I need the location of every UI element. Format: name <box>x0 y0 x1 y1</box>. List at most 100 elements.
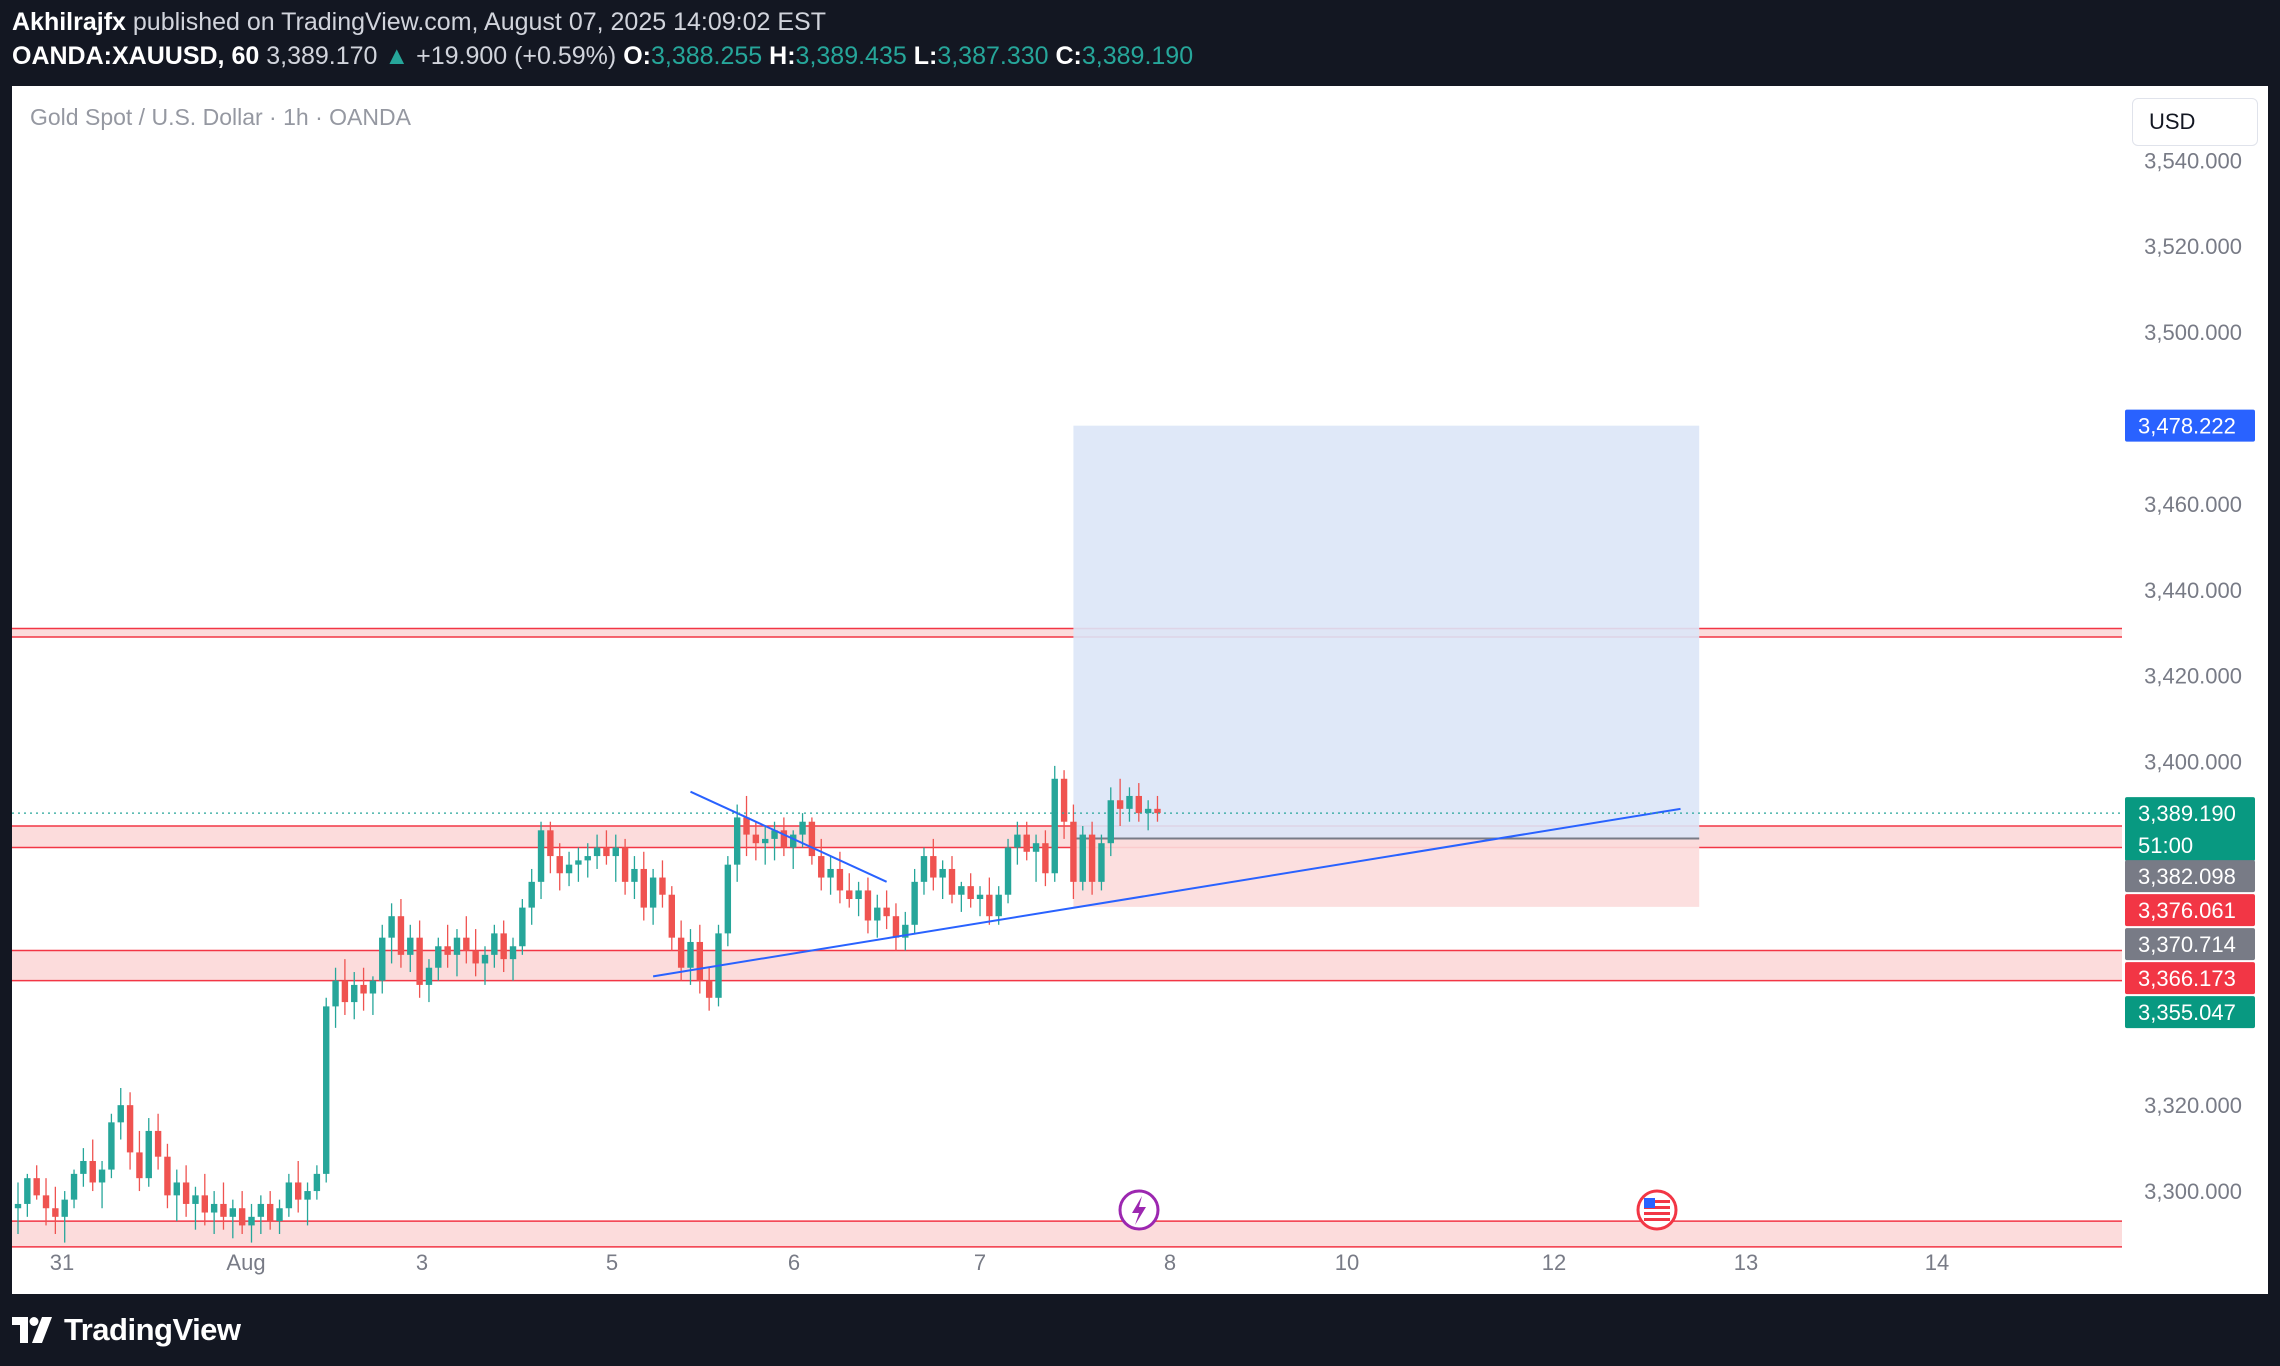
y-tick-label-2: 3,400.000 <box>2144 750 2242 775</box>
countdown-tag: 51:00 <box>2138 833 2193 858</box>
low-value: 3,387.330 <box>937 42 1049 70</box>
zone-0 <box>12 628 2122 638</box>
candle-body-46 <box>444 946 451 955</box>
candle-body-85 <box>808 821 816 857</box>
candle-body-112 <box>1060 778 1068 822</box>
candle-body-72 <box>687 941 694 968</box>
last-price-tag-bg <box>2125 797 2255 862</box>
candle-body-108 <box>1023 834 1030 852</box>
candle-body-83 <box>790 834 797 848</box>
footer-branding: TradingView <box>12 1310 241 1350</box>
candle-body-59 <box>565 864 573 874</box>
candle-body-50 <box>481 954 489 964</box>
candle-body-67 <box>640 868 647 908</box>
candle-body-19 <box>192 1195 199 1204</box>
level-b-tag-bg <box>2125 928 2255 961</box>
candle-body-56 <box>537 830 545 882</box>
position-target-area <box>1073 425 1700 839</box>
x-tick-label-6: 8 <box>1164 1250 1176 1275</box>
candle-body-54 <box>519 907 526 947</box>
candle-body-63 <box>603 847 610 857</box>
candle-body-70 <box>668 894 675 938</box>
symbol-info: OANDA:XAUUSD, 60 3,389.170 ▲ +19.900 (+0… <box>12 42 1193 76</box>
x-tick-label-10: 14 <box>1925 1250 1949 1275</box>
zone-1 <box>12 826 2122 848</box>
chart-area[interactable]: 3,300.000 3,320.000 3,400.000 3,420.000 3,44… <box>12 86 2268 1294</box>
x-tick-label-2: 3 <box>416 1250 428 1275</box>
candle-body-57 <box>547 830 554 857</box>
candle-body-47 <box>453 937 461 955</box>
us-flag-event-icon <box>1636 1189 1678 1231</box>
candle-body-12 <box>126 1105 134 1153</box>
candle-body-74 <box>705 980 713 998</box>
candle-body-118 <box>1116 800 1124 809</box>
candle-body-107 <box>1014 834 1021 848</box>
candle-body-89 <box>846 890 853 900</box>
candle-body-92 <box>874 907 881 921</box>
open-label: O: <box>623 42 651 70</box>
candle-body-3 <box>42 1195 50 1209</box>
candle-body-45 <box>435 946 442 968</box>
candle-body-52 <box>500 933 507 960</box>
y-tick-label-3: 3,420.000 <box>2144 664 2242 689</box>
candle-body-97 <box>920 856 928 882</box>
candle-body-42 <box>407 937 414 955</box>
candle-body-61 <box>584 856 591 861</box>
price-chart[interactable]: 3,300.000 3,320.000 3,400.000 3,420.000 3,44… <box>12 86 2268 1294</box>
candle-body-48 <box>463 937 470 951</box>
last-price-tag: 3,389.190 <box>2138 801 2236 826</box>
candle-body-78 <box>743 817 750 835</box>
candle-body-35 <box>341 980 349 1003</box>
high-label: H: <box>769 42 796 70</box>
close-label: C: <box>1055 42 1082 70</box>
candle-body-34 <box>332 980 339 1007</box>
candle-body-119 <box>1126 795 1133 809</box>
candle-body-53 <box>509 946 517 960</box>
stop-price-tag: 3,366.173 <box>2138 966 2236 991</box>
price-change: +19.900 (+0.59%) <box>416 42 617 70</box>
candle-body-73 <box>696 941 704 981</box>
candle-body-9 <box>98 1169 106 1183</box>
candle-body-110 <box>1042 843 1049 874</box>
candle-body-99 <box>939 868 946 878</box>
candle-body-5 <box>61 1199 68 1217</box>
candle-body-114 <box>1079 834 1086 882</box>
zone-3 <box>12 1221 2122 1247</box>
candle-body-80 <box>762 838 769 844</box>
level-a-tag: 3,376.061 <box>2138 898 2236 923</box>
x-tick-label-1: Aug <box>226 1250 265 1275</box>
candle-body-86 <box>818 856 825 878</box>
entry-price-tag-bg <box>2125 860 2255 893</box>
candle-body-84 <box>799 821 806 835</box>
candle-body-44 <box>425 967 433 985</box>
author-name[interactable]: Akhilrajfx <box>12 8 126 36</box>
candle-body-22 <box>220 1203 227 1217</box>
candle-body-40 <box>388 916 395 938</box>
candle-body-36 <box>351 984 358 1003</box>
candle-body-23 <box>229 1208 237 1217</box>
candle-body-96 <box>911 881 918 925</box>
candle-body-24 <box>238 1208 246 1226</box>
candle-body-16 <box>164 1156 171 1196</box>
candle-body-105 <box>995 894 1002 917</box>
candle-body-18 <box>182 1182 190 1204</box>
candle-body-71 <box>677 937 685 968</box>
candle-body-0 <box>14 1203 22 1209</box>
y-tick-label-8: 3,540.000 <box>2144 148 2242 173</box>
candle-body-13 <box>136 1152 143 1179</box>
candle-body-11 <box>117 1105 124 1123</box>
candle-body-116 <box>1098 843 1105 882</box>
candle-body-76 <box>724 864 732 934</box>
candle-body-115 <box>1088 834 1096 882</box>
candle-body-91 <box>864 890 872 921</box>
tradingview-logo-text: TradingView <box>64 1312 241 1347</box>
candle-body-26 <box>257 1203 265 1217</box>
candle-body-31 <box>304 1191 311 1200</box>
open-value: 3,388.255 <box>650 42 763 70</box>
currency-button[interactable]: USD <box>2132 98 2258 146</box>
level-a-tag-bg <box>2125 894 2255 927</box>
position-stop-area <box>1073 838 1700 907</box>
close-value: 3,389.190 <box>1081 42 1194 70</box>
candle-body-4 <box>52 1208 59 1217</box>
y-tick-label-0: 3,300.000 <box>2144 1179 2242 1204</box>
